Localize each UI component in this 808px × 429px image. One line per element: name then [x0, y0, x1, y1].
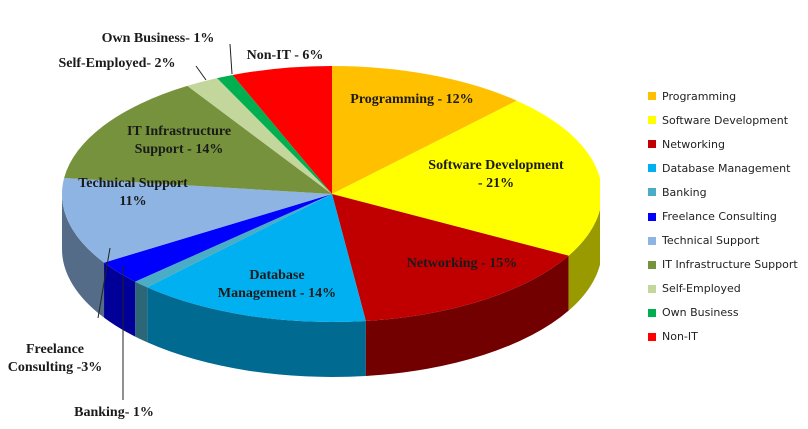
legend-label: Database Management	[662, 161, 791, 175]
legend-swatch	[648, 284, 656, 293]
legend-swatch	[648, 260, 656, 269]
slice-self-employed	[187, 78, 332, 194]
legend-item-self-employed: Self-Employed	[648, 277, 808, 301]
legend-label: Networking	[662, 137, 725, 151]
legend-swatch	[648, 140, 656, 149]
slice-freelance-consulting	[104, 194, 332, 282]
legend-swatch	[648, 188, 656, 197]
slice-database-management	[147, 194, 366, 322]
slice-programming	[332, 66, 517, 194]
legend-swatch	[648, 116, 656, 125]
leader-line	[195, 65, 207, 81]
data-label-own-business: Own Business- 1%	[102, 31, 215, 46]
slice-side-freelance-consulting	[104, 262, 136, 337]
legend-label: Programming	[662, 89, 737, 103]
legend-swatch	[648, 308, 656, 317]
slice-networking	[332, 194, 569, 321]
data-label-self-employed: Self-Employed- 2%	[58, 56, 175, 71]
legend-item-technical-support: Technical Support	[648, 229, 808, 253]
chart-legend: Programming Software Development Networkin…	[648, 84, 808, 349]
slice-it-infrastructure-support	[64, 85, 332, 194]
slice-side-technical-support	[62, 194, 105, 318]
legend-item-networking: Networking	[648, 132, 808, 156]
legend-swatch	[648, 164, 656, 173]
pie-chart: Programming - 12% Software Development - 2…	[8, 31, 600, 420]
legend-item-own-business: Own Business	[648, 301, 808, 325]
data-label-networking: Networking - 15%	[407, 256, 517, 271]
legend-item-programming: Programming	[648, 84, 808, 108]
legend-item-it-infrastructure-support: IT Infrastructure Support	[648, 253, 808, 277]
slice-non-it	[232, 66, 332, 194]
legend-item-database-management: Database Management	[648, 156, 808, 180]
legend-label: Own Business	[662, 306, 739, 320]
leader-line	[229, 43, 233, 75]
slice-software-development	[332, 100, 600, 256]
legend-item-non-it: Non-IT	[648, 325, 808, 349]
slice-side-database-management	[147, 287, 366, 378]
slice-own-business	[217, 74, 332, 194]
legend-label: Software Development	[662, 113, 789, 127]
data-label-non-it: Non-IT - 6%	[247, 48, 324, 63]
data-label-software-development: Software Development - 21%	[428, 158, 564, 191]
leader-line	[97, 247, 111, 319]
legend-label: Technical Support	[662, 234, 760, 248]
legend-item-freelance-consulting: Freelance Consulting	[648, 204, 808, 228]
slice-side-banking	[135, 281, 148, 343]
legend-swatch	[648, 236, 656, 245]
legend-label: Non-IT	[662, 330, 698, 344]
data-label-technical-support: Technical Support 11%	[78, 176, 188, 209]
legend-swatch	[648, 332, 656, 341]
legend-label: Banking	[662, 185, 707, 199]
data-label-it-infrastructure-support: IT Infrastructure Support - 14%	[127, 124, 231, 157]
slice-side-networking	[365, 255, 569, 376]
legend-label: IT Infrastructure Support	[662, 258, 798, 272]
legend-item-software-development: Software Development	[648, 108, 808, 132]
slice-side-software-development	[568, 209, 600, 311]
legend-item-banking: Banking	[648, 180, 808, 204]
slice-banking	[135, 194, 332, 288]
legend-label: Self-Employed	[662, 282, 741, 296]
data-label-banking: Banking- 1%	[74, 405, 154, 420]
legend-swatch	[648, 92, 656, 101]
legend-label: Freelance Consulting	[662, 210, 777, 224]
data-label-programming: Programming - 12%	[350, 92, 473, 107]
data-label-database-management: Database Management - 14%	[218, 268, 336, 301]
legend-swatch	[648, 212, 656, 221]
slice-technical-support	[62, 177, 332, 263]
data-label-freelance-consulting: Freelance Consulting -3%	[8, 342, 103, 375]
